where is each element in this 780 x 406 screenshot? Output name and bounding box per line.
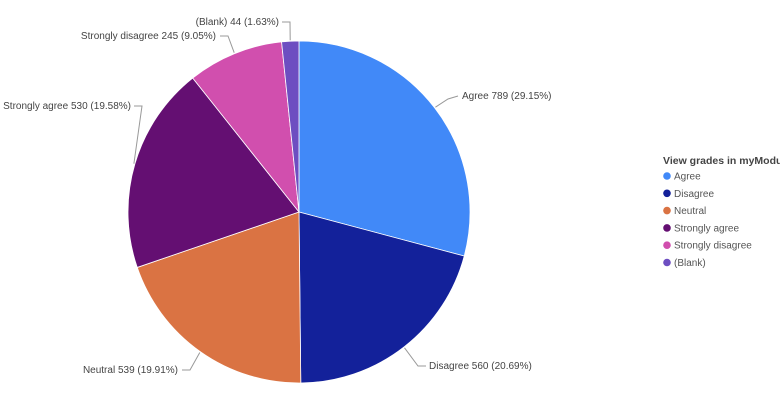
legend-label-strongly-disagree[interactable]: Strongly disagree [674,241,752,252]
leader-line-neutral [182,352,201,371]
leader-line-agree [435,95,459,108]
data-labels: Agree 789 (29.15%) Disagree 560 (20.69%) N… [3,17,551,376]
legend-label-blank[interactable]: (Blank) [674,258,706,269]
data-label-strongly-disagree: Strongly disagree 245 (9.05%) [81,31,216,42]
legend-label-disagree[interactable]: Disagree [674,189,714,200]
leader-line-strongly-agree [133,105,143,164]
legend-marker-strongly-disagree[interactable] [663,241,671,249]
data-label-blank: (Blank) 44 (1.63%) [196,17,279,28]
legend-label-agree[interactable]: Agree [674,172,701,183]
pie-slice-agree[interactable] [298,40,471,257]
legend-title: View grades in myModules [663,155,780,167]
pie-slice-strongly-disagree[interactable] [192,41,300,214]
legend: View grades in myModules Agree Disagree Ne… [663,155,780,269]
leader-line-disagree [404,347,426,367]
pie-slice-neutral[interactable] [136,211,302,384]
label-leader-lines [133,21,459,371]
pie-slice-blank[interactable] [281,40,300,213]
legend-marker-neutral[interactable] [663,206,671,215]
data-label-neutral: Neutral 539 (19.91%) [83,365,178,376]
legend-label-strongly-agree[interactable]: Strongly agree [674,223,739,234]
data-label-disagree: Disagree 560 (20.69%) [429,361,532,372]
legend-marker-agree[interactable] [663,172,671,180]
pie-slices [127,40,471,384]
legend-label-neutral[interactable]: Neutral [674,206,706,217]
legend-marker-disagree[interactable] [663,189,671,198]
legend-marker-strongly-agree[interactable] [663,224,671,232]
data-label-agree: Agree 789 (29.15%) [462,91,552,102]
pie-slice-strongly-agree[interactable] [127,77,300,268]
pie-slice-disagree[interactable] [298,211,465,384]
leader-line-blank [282,21,291,41]
legend-marker-blank[interactable] [663,258,671,267]
data-label-strongly-agree: Strongly agree 530 (19.58%) [3,101,131,112]
leader-line-strongly-disagree [220,35,235,53]
